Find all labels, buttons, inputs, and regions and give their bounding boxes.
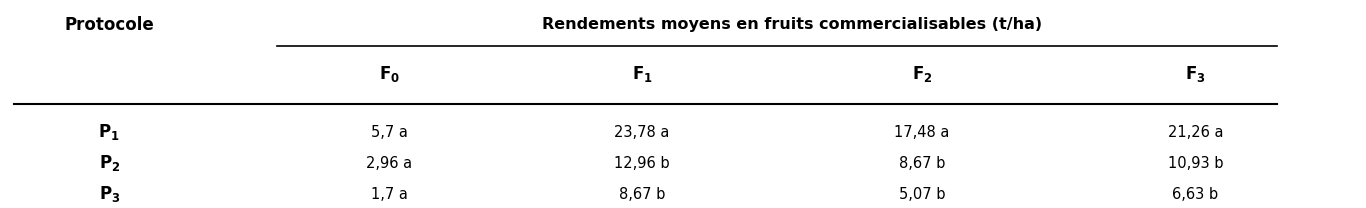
Text: 5,07 b: 5,07 b [899,187,945,202]
Text: 21,26 a: 21,26 a [1168,125,1223,140]
Text: 6,63 b: 6,63 b [1172,187,1218,202]
Text: $\mathbf{F_0}$: $\mathbf{F_0}$ [378,64,400,84]
Text: Protocole: Protocole [64,16,154,34]
Text: 2,96 a: 2,96 a [366,156,413,171]
Text: 1,7 a: 1,7 a [372,187,407,202]
Text: 17,48 a: 17,48 a [895,125,949,140]
Text: $\mathbf{F_1}$: $\mathbf{F_1}$ [631,64,653,84]
Text: 10,93 b: 10,93 b [1168,156,1223,171]
Text: 5,7 a: 5,7 a [372,125,407,140]
Text: $\mathbf{P_2}$: $\mathbf{P_2}$ [98,153,120,173]
Text: $\mathbf{P_1}$: $\mathbf{P_1}$ [98,122,120,142]
Text: Rendements moyens en fruits commercialisables (t/ha): Rendements moyens en fruits commercialis… [542,17,1042,32]
Text: 12,96 b: 12,96 b [615,156,669,171]
Text: $\mathbf{P_3}$: $\mathbf{P_3}$ [98,184,120,204]
Text: $\mathbf{F_3}$: $\mathbf{F_3}$ [1184,64,1206,84]
Text: $\mathbf{F_2}$: $\mathbf{F_2}$ [911,64,933,84]
Text: 8,67 b: 8,67 b [619,187,665,202]
Text: 8,67 b: 8,67 b [899,156,945,171]
Text: 23,78 a: 23,78 a [615,125,669,140]
